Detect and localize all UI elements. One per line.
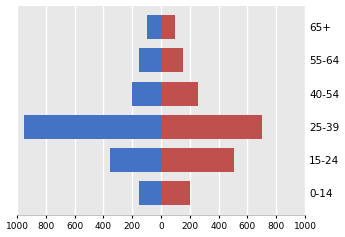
Bar bbox=[161, 115, 262, 139]
Bar bbox=[131, 82, 161, 105]
Bar bbox=[161, 181, 190, 205]
Bar bbox=[161, 48, 183, 72]
Bar bbox=[147, 15, 161, 39]
Bar bbox=[139, 48, 161, 72]
Bar bbox=[161, 82, 198, 105]
Bar bbox=[110, 148, 161, 172]
Bar bbox=[161, 15, 176, 39]
Bar bbox=[161, 148, 234, 172]
Bar bbox=[24, 115, 161, 139]
Bar bbox=[139, 181, 161, 205]
